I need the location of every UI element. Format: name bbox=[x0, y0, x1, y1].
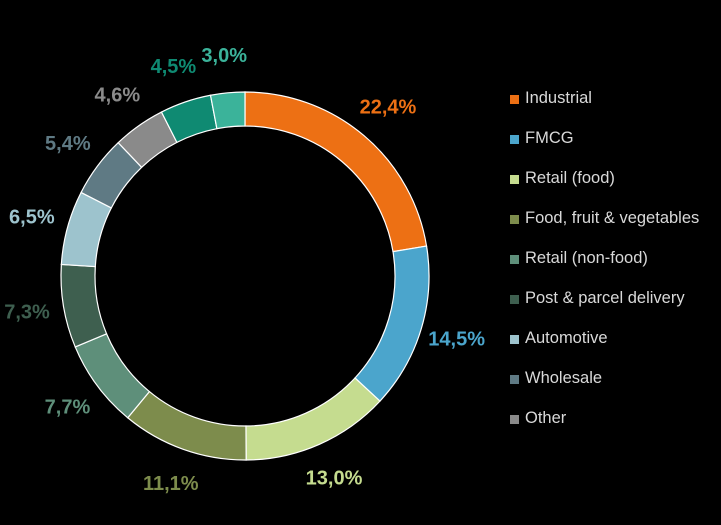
legend-label: Retail (non-food) bbox=[525, 249, 648, 267]
slice-label-9: 4,5% bbox=[151, 56, 197, 78]
slice-labels: 22,4% 14,5% 13,0% 11,1% 7,7% 7,3% 6,5% 5,4% 4,6%… bbox=[4, 45, 485, 495]
slice-label-6: 6,5% bbox=[9, 207, 55, 229]
legend-label: Other bbox=[525, 409, 567, 427]
legend-swatch bbox=[510, 95, 519, 104]
slice-label-1: 14,5% bbox=[428, 329, 485, 351]
slice-label-0: 22,4% bbox=[360, 97, 417, 119]
legend-item: FMCG bbox=[510, 128, 720, 149]
slice-label-7: 5,4% bbox=[45, 133, 91, 155]
legend-item: Retail (non-food) bbox=[510, 248, 720, 269]
legend-label: Food, fruit & vegetables bbox=[525, 209, 700, 227]
legend-label: Post & parcel delivery bbox=[525, 289, 685, 307]
legend-swatch bbox=[510, 175, 519, 184]
legend-swatch bbox=[510, 415, 519, 424]
slice-1 bbox=[354, 245, 430, 402]
legend-swatch bbox=[510, 375, 519, 384]
legend-label: Retail (food) bbox=[525, 169, 615, 187]
legend-item: Automotive bbox=[510, 328, 720, 349]
slice-label-10: 3,0% bbox=[201, 45, 247, 67]
slice-label-5: 7,3% bbox=[4, 302, 50, 324]
slice-label-3: 11,1% bbox=[143, 473, 199, 495]
legend-swatch bbox=[510, 255, 519, 264]
slice-3 bbox=[126, 390, 247, 461]
slice-label-2: 13,0% bbox=[306, 467, 363, 489]
legend-item: Wholesale bbox=[510, 368, 720, 389]
legend-item: Other bbox=[510, 408, 720, 429]
legend-label: Wholesale bbox=[525, 369, 603, 387]
legend-label: FMCG bbox=[525, 129, 574, 147]
legend-item: Retail (food) bbox=[510, 168, 720, 189]
legend-label: Automotive bbox=[525, 329, 608, 347]
legend-label: Industrial bbox=[525, 89, 592, 107]
slice-5 bbox=[60, 263, 108, 348]
legend-swatch bbox=[510, 335, 519, 344]
donut-slices bbox=[60, 91, 430, 461]
slice-10 bbox=[209, 91, 246, 130]
legend-swatch bbox=[510, 215, 519, 224]
legend-swatch bbox=[510, 295, 519, 304]
legend-item: Food, fruit & vegetables bbox=[510, 208, 720, 229]
slice-2 bbox=[245, 377, 381, 461]
slice-label-8: 4,6% bbox=[95, 85, 141, 107]
legend-item: Industrial bbox=[510, 88, 720, 109]
slice-label-4: 7,7% bbox=[45, 397, 91, 419]
legend-item: Post & parcel delivery bbox=[510, 288, 720, 309]
legend-swatch bbox=[510, 135, 519, 144]
